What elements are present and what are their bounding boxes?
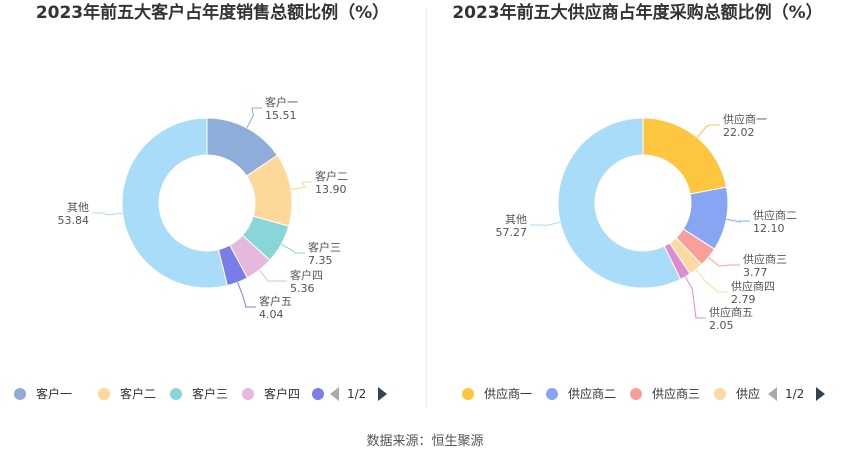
- legend-page-indicator: 1/2: [785, 387, 805, 401]
- slice-category-label: 供应商二: [753, 208, 797, 222]
- leader-line: [695, 269, 728, 293]
- slice-category-label: 供应商四: [731, 279, 775, 293]
- legend-page-indicator: 1/2: [347, 387, 367, 401]
- donut-slice: [642, 117, 728, 195]
- slice-value-label: 57.27: [496, 226, 528, 239]
- chart-title: 2023年前五大供应商占年度采购总额比例（%）: [452, 3, 823, 23]
- legend-label: 供应商二: [568, 387, 617, 401]
- slice-value-label: 3.77: [743, 266, 768, 279]
- legend-marker: [462, 388, 474, 400]
- data-source-note: 数据来源：恒生聚源: [366, 434, 484, 449]
- slice-value-label: 53.84: [58, 214, 90, 227]
- slice-value-label: 2.79: [731, 293, 756, 306]
- next-page-icon[interactable]: [378, 387, 387, 401]
- leader-line: [530, 221, 561, 226]
- slice-category-label: 客户一: [265, 95, 298, 109]
- leader-line: [290, 181, 312, 190]
- slice-category-label: 供应商三: [743, 252, 787, 266]
- slice-value-label: 13.90: [315, 183, 347, 196]
- legend-marker: [14, 388, 26, 400]
- legend-label: 客户二: [120, 387, 157, 401]
- customer-chart-panel: 2023年前五大客户占年度销售总额比例（%） 客户一 15.51 客户二 13.90 客…: [0, 0, 425, 420]
- legend-label: 客户三: [192, 387, 229, 401]
- legend-marker: [630, 388, 642, 400]
- prev-page-icon[interactable]: [330, 387, 339, 401]
- slice-value-label: 12.10: [753, 222, 785, 235]
- slice-category-label: 客户三: [308, 240, 341, 254]
- prev-page-icon[interactable]: [768, 387, 777, 401]
- leader-line: [726, 218, 750, 223]
- legend-label: 供应商三: [652, 387, 701, 401]
- chart-legend: 客户一 客户二 客户三 客户四 1/2: [14, 384, 425, 404]
- slice-category-label: 客户四: [290, 268, 323, 282]
- legend-label: 客户一: [36, 387, 73, 401]
- slice-category-label: 其他: [505, 213, 527, 226]
- leader-line: [281, 243, 305, 254]
- leader-line: [684, 276, 706, 319]
- panel-divider: [426, 8, 427, 408]
- slice-value-label: 2.05: [709, 319, 734, 332]
- legend-label: 供应商一: [484, 387, 533, 401]
- chart-legend: 供应商一 供应商二 供应商三 供应 1/2: [462, 384, 850, 404]
- slice-category-label: 客户五: [259, 294, 292, 308]
- slice-category-label: 客户二: [315, 169, 348, 183]
- slice-category-label: 其他: [67, 201, 89, 214]
- leader-line: [246, 107, 262, 129]
- slice-value-label: 7.35: [308, 254, 333, 267]
- legend-marker: [242, 388, 254, 400]
- legend-marker: [98, 388, 110, 400]
- legend-marker: [170, 388, 182, 400]
- supplier-chart-panel: 2023年前五大供应商占年度采购总额比例（%） 供应商一 22.02 供应商二 12.…: [425, 0, 850, 420]
- next-page-icon[interactable]: [816, 387, 825, 401]
- leader-line: [92, 212, 123, 216]
- legend-marker: [546, 388, 558, 400]
- legend-marker: [714, 388, 726, 400]
- leader-line: [258, 269, 287, 282]
- slice-value-label: 4.04: [259, 308, 284, 321]
- slice-category-label: 供应商一: [723, 112, 767, 126]
- slice-value-label: 22.02: [723, 126, 755, 139]
- leader-line: [696, 124, 720, 138]
- donut-slice: [557, 117, 682, 289]
- slice-category-label: 供应商五: [709, 305, 753, 319]
- slice-value-label: 15.51: [265, 109, 297, 122]
- leader-line: [708, 256, 740, 267]
- leader-line: [237, 282, 256, 308]
- legend-label: 供应: [736, 387, 761, 401]
- slice-value-label: 5.36: [290, 282, 315, 295]
- donut-slice: [121, 117, 228, 289]
- chart-title: 2023年前五大客户占年度销售总额比例（%）: [35, 3, 390, 23]
- legend-label: 客户四: [264, 387, 301, 401]
- legend-marker: [312, 388, 324, 400]
